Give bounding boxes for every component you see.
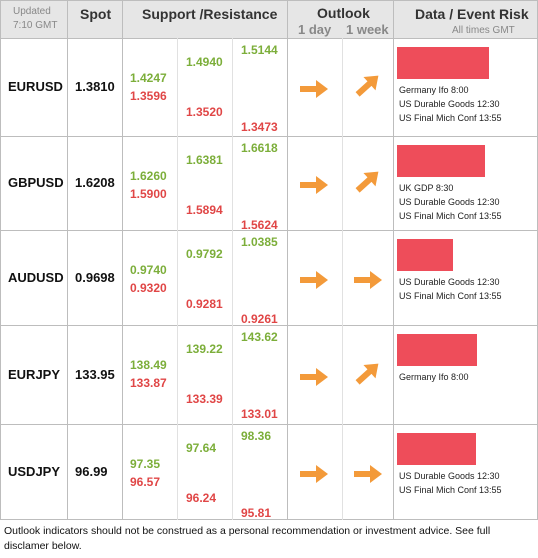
event-item: Germany Ifo 8:00 [399,372,469,382]
header-time: 7:10 GMT [13,20,58,31]
event-risk-bar [397,47,489,79]
support-3: 0.9261 [241,312,278,326]
event-item: US Durable Goods 12:30 [399,277,500,287]
event-risk-bar [397,334,477,366]
event-risk-bar [397,239,453,271]
support-1: 1.5900 [130,187,167,201]
header-spot: Spot [80,6,112,22]
support-3: 95.81 [241,506,272,520]
header-outlook-1week: 1 week [346,22,389,37]
up-right-arrow-icon [355,171,379,193]
resistance-3: 1.6618 [241,141,278,155]
support-1: 133.87 [130,376,167,390]
resistance-3: 1.0385 [241,235,278,249]
support-2: 0.9281 [186,297,223,311]
header-data-event-risk: Data / Event Risk [415,6,529,22]
spot-price: 1.3810 [75,79,115,94]
right-arrow-icon [300,80,328,98]
header-bg [0,0,538,38]
support-2: 96.24 [186,491,217,505]
spot-price: 96.99 [75,463,108,479]
pair-name: AUDUSD [8,269,64,285]
event-item: US Final Mich Conf 13:55 [399,485,502,495]
pair-name: GBPUSD [8,175,64,190]
resistance-2: 0.9792 [186,247,223,261]
forex-outlook-table: Updated 7:10 GMT Spot Support /Resistanc… [0,0,538,520]
pair-name: USDJPY [8,463,61,479]
right-arrow-icon [354,270,382,289]
event-risk-bar [397,145,485,177]
pair-name: EURUSD [8,79,63,94]
support-3: 1.5624 [241,218,278,232]
event-item: US Final Mich Conf 13:55 [399,211,502,221]
event-item: US Durable Goods 12:30 [399,197,500,207]
spot-price: 0.9698 [75,269,115,285]
resistance-1: 1.4247 [130,71,167,85]
header-support-resistance: Support /Resistance [142,6,278,22]
right-arrow-icon [354,464,382,483]
spot-price: 133.95 [75,366,115,382]
support-1: 96.57 [130,475,161,489]
support-3: 1.3473 [241,120,278,134]
resistance-2: 97.64 [186,441,217,455]
event-risk-bar [397,433,476,465]
resistance-2: 1.6381 [186,153,223,167]
resistance-1: 0.9740 [130,263,167,277]
header-all-times: All times GMT [452,25,515,36]
right-arrow-icon [300,176,328,194]
support-1: 0.9320 [130,281,167,295]
resistance-2: 139.22 [186,342,223,356]
support-2: 1.3520 [186,105,223,119]
pair-name: EURJPY [8,366,61,382]
event-item: US Final Mich Conf 13:55 [399,291,502,301]
resistance-3: 1.5144 [241,43,278,57]
header-outlook: Outlook [317,5,370,21]
event-item: US Final Mich Conf 13:55 [399,113,502,123]
header-outlook-1day: 1 day [298,22,332,37]
resistance-2: 1.4940 [186,55,223,69]
up-right-arrow-icon [355,75,379,97]
resistance-1: 97.35 [130,457,161,471]
event-item: US Durable Goods 12:30 [399,99,500,109]
up-right-arrow-icon [355,363,379,385]
resistance-3: 98.36 [241,429,272,443]
header-updated: Updated [13,6,51,17]
support-1: 1.3596 [130,89,167,103]
spot-price: 1.6208 [75,175,115,190]
event-item: Germany Ifo 8:00 [399,85,469,95]
right-arrow-icon [300,270,328,289]
resistance-3: 143.62 [241,330,278,344]
event-item: UK GDP 8:30 [399,183,454,193]
right-arrow-icon [300,367,328,386]
footnote: Outlook indicators should not be constru… [4,525,491,552]
event-item: US Durable Goods 12:30 [399,471,500,481]
support-2: 1.5894 [186,203,223,217]
support-2: 133.39 [186,392,223,406]
right-arrow-icon [300,464,328,483]
resistance-1: 138.49 [130,358,167,372]
resistance-1: 1.6260 [130,169,167,183]
support-3: 133.01 [241,407,278,421]
